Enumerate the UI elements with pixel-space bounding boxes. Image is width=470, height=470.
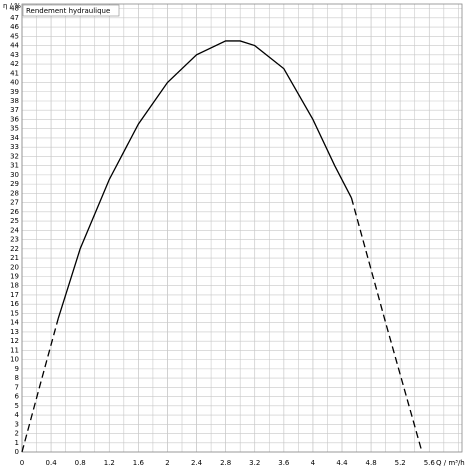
y-tick-label: 45 bbox=[10, 32, 19, 40]
y-tick-label: 18 bbox=[10, 282, 19, 290]
y-tick-label: 0 bbox=[15, 448, 19, 456]
y-tick-label: 9 bbox=[15, 365, 19, 373]
y-tick-label: 21 bbox=[10, 254, 19, 262]
y-tick-label: 19 bbox=[10, 272, 19, 280]
y-tick-label: 8 bbox=[15, 374, 19, 382]
x-tick-label: 5.2 bbox=[395, 459, 406, 467]
y-tick-label: 7 bbox=[15, 383, 19, 391]
curve bbox=[21, 317, 59, 453]
y-tick-label: 44 bbox=[10, 42, 19, 50]
y-tick-label: 23 bbox=[10, 236, 19, 244]
y-tick-label: 26 bbox=[10, 208, 19, 216]
y-tick-label: 2 bbox=[15, 430, 19, 438]
y-tick-label: 41 bbox=[10, 69, 19, 77]
y-tick-label: 6 bbox=[15, 393, 20, 401]
y-tick-label: 38 bbox=[10, 97, 19, 105]
y-tick-label: 4 bbox=[15, 411, 20, 419]
y-axis-label: η / % bbox=[3, 2, 21, 10]
y-tick-label: 15 bbox=[10, 309, 19, 317]
y-tick-label: 10 bbox=[10, 356, 19, 364]
y-tick-label: 43 bbox=[10, 51, 19, 59]
y-tick-label: 11 bbox=[10, 346, 19, 354]
x-tick-label: 0.4 bbox=[46, 459, 58, 467]
y-tick-label: 1 bbox=[15, 439, 19, 447]
plot-frame bbox=[21, 3, 463, 453]
y-tick-label: 36 bbox=[10, 115, 19, 123]
curve bbox=[57, 40, 353, 319]
y-tick-label: 37 bbox=[10, 106, 19, 114]
y-tick-label: 24 bbox=[10, 226, 19, 234]
x-tick-label: 2.4 bbox=[191, 459, 203, 467]
y-tick-label: 13 bbox=[10, 328, 19, 336]
x-tick-label: 3.6 bbox=[278, 459, 290, 467]
x-tick-label: 2 bbox=[165, 459, 169, 467]
y-tick-label: 39 bbox=[10, 88, 19, 96]
x-tick-label: 5.6 bbox=[424, 459, 436, 467]
y-tick-label: 32 bbox=[10, 152, 19, 160]
y-tick-label: 46 bbox=[10, 23, 19, 31]
y-tick-label: 28 bbox=[10, 189, 19, 197]
y-tick-label: 35 bbox=[10, 125, 19, 133]
x-tick-label: 4 bbox=[311, 459, 316, 467]
x-axis-label: Q / m³/h bbox=[436, 459, 465, 467]
y-tick-label: 20 bbox=[10, 263, 19, 271]
x-tick-label: 4.8 bbox=[366, 459, 377, 467]
x-tick-label: 3.2 bbox=[249, 459, 260, 467]
y-tick-label: 31 bbox=[10, 162, 19, 170]
y-tick-label: 14 bbox=[10, 319, 19, 327]
x-tick-label: 1.6 bbox=[133, 459, 145, 467]
y-tick-label: 17 bbox=[10, 291, 19, 299]
y-tick-label: 30 bbox=[10, 171, 19, 179]
y-tick-label: 22 bbox=[10, 245, 19, 253]
x-tick-label: 0.8 bbox=[75, 459, 86, 467]
y-tick-label: 29 bbox=[10, 180, 19, 188]
y-tick-label: 34 bbox=[10, 134, 19, 142]
x-tick-label: 1.2 bbox=[104, 459, 115, 467]
y-tick-label: 33 bbox=[10, 143, 19, 151]
title-box bbox=[22, 4, 120, 17]
y-tick-label: 3 bbox=[15, 420, 19, 428]
y-tick-label: 5 bbox=[15, 402, 19, 410]
chart-title: Rendement hydraulique bbox=[26, 7, 110, 15]
y-tick-label: 42 bbox=[10, 60, 19, 68]
y-tick-label: 27 bbox=[10, 199, 19, 207]
y-tick-label: 48 bbox=[10, 5, 19, 13]
y-tick-label: 25 bbox=[10, 217, 19, 225]
y-tick-label: 16 bbox=[10, 300, 19, 308]
y-tick-label: 12 bbox=[10, 337, 19, 345]
x-tick-label: 0 bbox=[20, 459, 24, 467]
y-tick-label: 47 bbox=[10, 14, 19, 22]
y-tick-label: 40 bbox=[10, 79, 19, 87]
x-tick-label: 2.8 bbox=[220, 459, 231, 467]
x-tick-label: 4.4 bbox=[336, 459, 348, 467]
